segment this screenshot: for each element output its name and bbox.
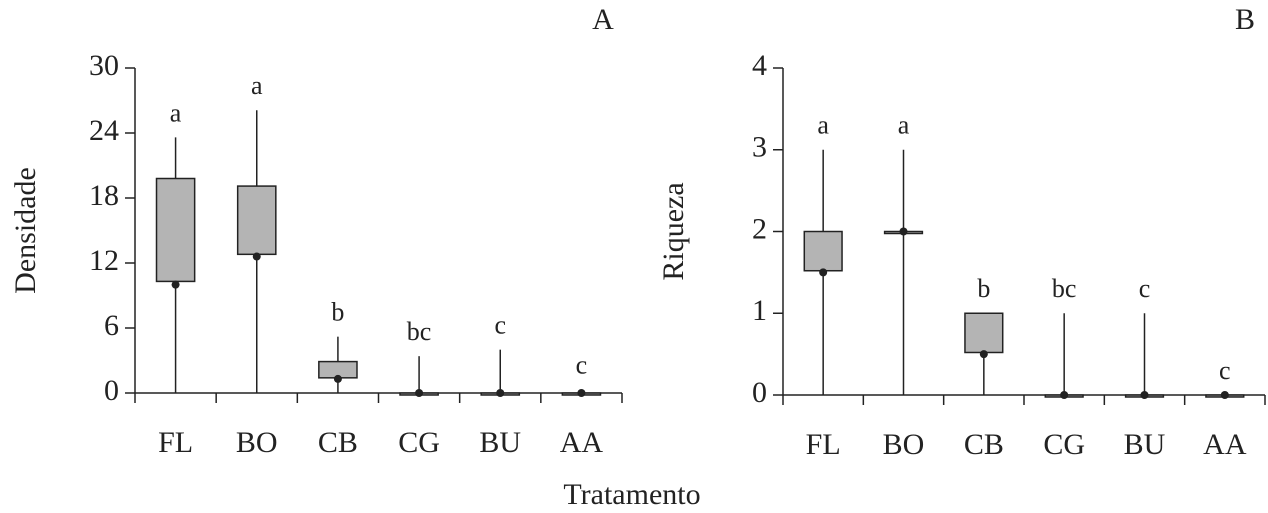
significance-letter: a bbox=[251, 71, 263, 100]
x-tick-label: CB bbox=[318, 426, 358, 459]
box bbox=[155, 177, 196, 283]
y-tick-label: 12 bbox=[89, 244, 119, 277]
median bbox=[252, 252, 261, 261]
x-tick-label: BU bbox=[479, 426, 521, 459]
y-tick-label: 6 bbox=[104, 309, 119, 342]
median bbox=[577, 389, 586, 397]
x-tick-label: CG bbox=[398, 426, 440, 459]
median bbox=[899, 227, 908, 236]
box bbox=[964, 312, 1004, 354]
median bbox=[979, 350, 988, 359]
x-tick-label: CG bbox=[1043, 428, 1085, 461]
significance-letter: a bbox=[170, 98, 182, 127]
y-axis-label: Densidade bbox=[9, 167, 42, 294]
y-tick-label: 0 bbox=[104, 374, 119, 407]
y-axis-label: Riqueza bbox=[657, 182, 690, 280]
y-tick-label: 0 bbox=[752, 376, 767, 409]
significance-letter: c bbox=[576, 351, 588, 380]
median bbox=[1140, 391, 1149, 399]
y-tick-label: 2 bbox=[752, 212, 767, 245]
significance-letter: c bbox=[1139, 274, 1151, 303]
x-tick-label: FL bbox=[806, 428, 841, 461]
y-tick-label: 30 bbox=[89, 49, 119, 82]
significance-letter: bc bbox=[1052, 274, 1077, 303]
median bbox=[496, 389, 505, 397]
x-tick-label: FL bbox=[158, 426, 193, 459]
x-axis-label: Tratamento bbox=[563, 478, 700, 511]
box bbox=[803, 230, 843, 272]
significance-letter: c bbox=[494, 311, 506, 340]
x-tick-label: BU bbox=[1124, 428, 1166, 461]
y-tick-label: 1 bbox=[752, 294, 767, 327]
significance-letter: c bbox=[1219, 356, 1231, 385]
median bbox=[333, 374, 342, 383]
significance-letter: bc bbox=[407, 317, 432, 346]
x-tick-label: AA bbox=[1203, 428, 1247, 461]
median bbox=[1060, 391, 1069, 399]
median bbox=[819, 268, 828, 277]
median bbox=[415, 389, 424, 397]
y-tick-label: 24 bbox=[89, 114, 119, 147]
significance-letter: b bbox=[331, 298, 344, 327]
significance-letter: a bbox=[817, 111, 829, 140]
x-tick-label: CB bbox=[964, 428, 1004, 461]
x-tick-label: BO bbox=[236, 426, 278, 459]
median bbox=[171, 280, 180, 289]
median bbox=[1220, 391, 1229, 399]
y-tick-label: 18 bbox=[89, 179, 119, 212]
x-tick-label: BO bbox=[883, 428, 925, 461]
box bbox=[236, 185, 277, 256]
y-tick-label: 3 bbox=[752, 131, 767, 164]
panel-label: A bbox=[592, 3, 614, 36]
panel-label: B bbox=[1235, 3, 1255, 36]
y-tick-label: 4 bbox=[752, 49, 767, 82]
significance-letter: b bbox=[977, 274, 990, 303]
x-tick-label: AA bbox=[560, 426, 604, 459]
significance-letter: a bbox=[898, 111, 910, 140]
